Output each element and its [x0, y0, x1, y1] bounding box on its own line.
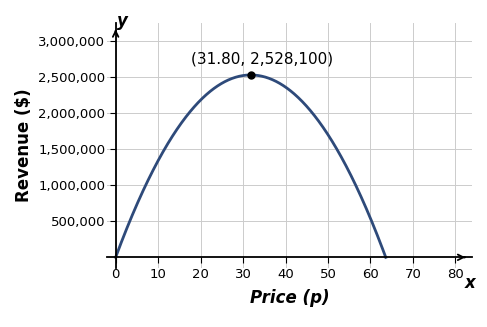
X-axis label: Price (p): Price (p) — [250, 289, 330, 307]
Text: (31.80, 2,528,100): (31.80, 2,528,100) — [191, 51, 334, 66]
Text: x: x — [465, 274, 476, 292]
Y-axis label: Revenue ($): Revenue ($) — [15, 89, 33, 202]
Text: y: y — [116, 12, 128, 30]
